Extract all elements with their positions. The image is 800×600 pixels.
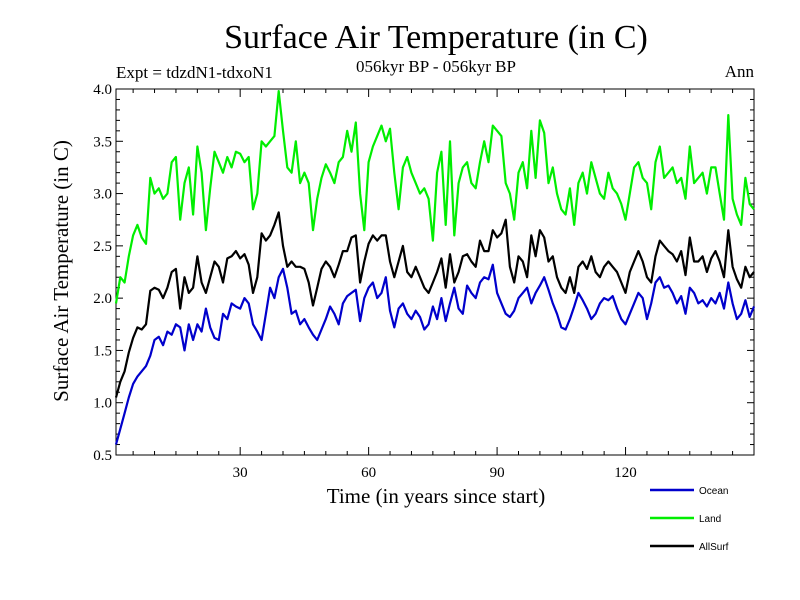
x-tick-label: 120 (614, 465, 637, 481)
chart-title: Surface Air Temperature (in C) (224, 19, 648, 56)
y-tick-label: 1.0 (93, 396, 112, 412)
y-tick-label: 1.5 (93, 343, 112, 359)
y-tick-label: 3.5 (93, 134, 112, 150)
legend-label-allsurf: AllSurf (699, 542, 729, 553)
experiment-label: Expt = tdzdN1-tdxoN1 (116, 63, 273, 82)
series-line-land (114, 89, 755, 304)
x-axis-ticks: 30 60 90 120 (132, 89, 734, 481)
y-tick-label: 2.5 (93, 239, 112, 255)
series-line-allsurf (114, 211, 755, 398)
legend: Ocean Land AllSurf (650, 486, 729, 553)
y-axis-ticks: 0.5 1.0 1.5 2.0 2.5 3.0 3.5 4.0 (93, 82, 754, 464)
series-line-ocean (114, 263, 756, 445)
legend-label-ocean: Ocean (699, 486, 728, 497)
legend-label-land: Land (699, 514, 721, 525)
x-tick-label: 90 (490, 465, 505, 481)
y-tick-label: 2.0 (93, 291, 112, 307)
x-tick-label: 30 (233, 465, 248, 481)
season-label: Ann (725, 62, 755, 81)
y-axis-label: Surface Air Temperature (in C) (49, 140, 73, 402)
x-tick-label: 60 (361, 465, 376, 481)
y-tick-label: 3.0 (93, 187, 112, 203)
y-tick-label: 4.0 (93, 82, 112, 98)
series-group (114, 89, 756, 445)
x-axis-label: Time (in years since start) (327, 484, 546, 508)
chart-subtitle: 056kyr BP - 056kyr BP (356, 57, 516, 76)
y-tick-label: 0.5 (93, 448, 112, 464)
